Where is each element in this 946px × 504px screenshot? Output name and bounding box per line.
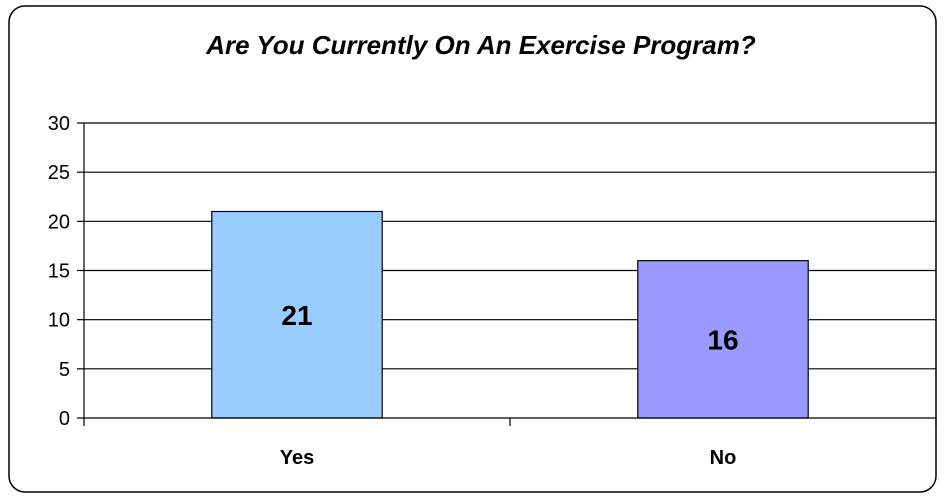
data-label: 16 (707, 324, 738, 355)
chart-border (8, 5, 937, 493)
bar-no (637, 260, 809, 419)
x-tick-labels: Yes No (280, 447, 737, 469)
data-label: 21 (281, 300, 312, 331)
y-tick-label: 0 (59, 408, 70, 430)
y-tick-label: 5 (59, 359, 70, 381)
y-tick-label: 30 (48, 113, 70, 135)
axes (77, 122, 937, 426)
data-labels: 21 16 (281, 300, 738, 356)
y-tick-label: 15 (48, 261, 70, 283)
y-tick-label: 10 (48, 310, 70, 332)
y-tick-labels: 0 5 10 15 20 25 30 (48, 113, 70, 430)
bars (211, 210, 809, 419)
chart-title: Are You Currently On An Exercise Program… (205, 30, 756, 60)
x-tick-label: Yes (280, 447, 314, 469)
x-tick-label: No (710, 447, 737, 469)
y-tick-label: 20 (48, 211, 70, 233)
y-tick-label: 25 (48, 162, 70, 184)
